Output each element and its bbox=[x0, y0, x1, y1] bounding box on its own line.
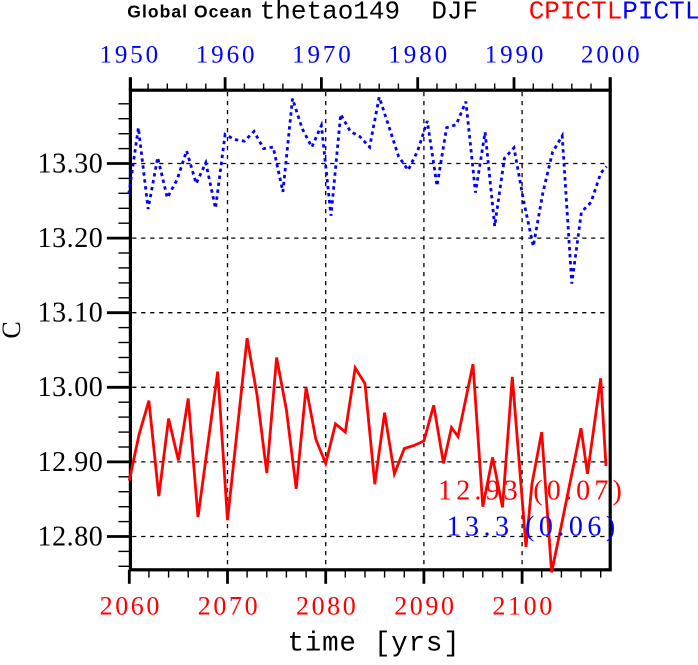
svg-text:time [yrs]: time [yrs] bbox=[287, 628, 460, 659]
svg-text:1950: 1950 bbox=[99, 42, 161, 69]
svg-text:2100: 2100 bbox=[492, 592, 554, 621]
svg-text:2060: 2060 bbox=[100, 592, 162, 621]
svg-text:2000: 2000 bbox=[581, 42, 643, 69]
svg-text:Global Ocean: Global Ocean bbox=[127, 1, 252, 21]
svg-text:1970: 1970 bbox=[292, 42, 354, 69]
svg-text:2070: 2070 bbox=[198, 592, 260, 621]
svg-text:1980: 1980 bbox=[388, 42, 450, 69]
svg-text:1960: 1960 bbox=[196, 42, 258, 69]
svg-text:2080: 2080 bbox=[296, 592, 358, 621]
svg-text:C: C bbox=[0, 321, 26, 338]
svg-text:13.20: 13.20 bbox=[38, 223, 104, 254]
svg-text:2090: 2090 bbox=[394, 592, 456, 621]
svg-text:PICTL: PICTL bbox=[622, 0, 698, 27]
svg-text:13.3 (0.06): 13.3 (0.06) bbox=[447, 512, 620, 543]
svg-text:12.93 (0.07): 12.93 (0.07) bbox=[438, 476, 626, 507]
svg-text:thetao149 DJF: thetao149 DJF bbox=[260, 0, 478, 27]
svg-text:12.90: 12.90 bbox=[38, 447, 104, 478]
svg-text:13.30: 13.30 bbox=[38, 148, 104, 179]
svg-text:1990: 1990 bbox=[485, 42, 547, 69]
svg-text:13.10: 13.10 bbox=[38, 298, 104, 329]
svg-text:13.00: 13.00 bbox=[38, 372, 104, 403]
svg-text:12.80: 12.80 bbox=[38, 521, 104, 552]
svg-text:CPICTL: CPICTL bbox=[529, 0, 623, 27]
